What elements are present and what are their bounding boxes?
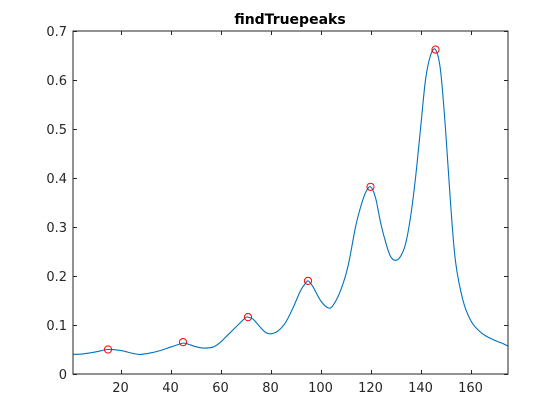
y-tick-label: 0.2: [46, 270, 67, 285]
peak-marker: [366, 182, 375, 191]
ticks-layer: 20 40 60 80 100 120 140 160 0 0.1 0.2 0.3 0.4 0.5 0.6 0…: [46, 25, 508, 396]
y-tick-label: 0.3: [46, 221, 67, 236]
y-tick-label: 0.4: [46, 172, 67, 187]
y-tick-label: 0.1: [46, 319, 67, 334]
axes-box: [72, 30, 509, 375]
x-tick-label: 20: [112, 381, 129, 396]
x-tick-label: 100: [308, 381, 333, 396]
x-tick-label: 40: [162, 381, 179, 396]
peak-marker: [243, 313, 253, 322]
plot-area: [73, 31, 508, 374]
peak-marker: [178, 338, 188, 347]
x-tick-label: 160: [458, 381, 483, 396]
x-tick-label: 120: [358, 381, 383, 396]
x-tick-label: 80: [262, 381, 279, 396]
peak-marker: [103, 345, 113, 354]
peak-markers: [103, 45, 440, 354]
x-tick-label: 60: [212, 381, 229, 396]
peak-marker: [431, 45, 440, 54]
y-tick-label: 0.5: [46, 123, 67, 138]
series-layer: [72, 48, 509, 355]
signal-line: [72, 48, 509, 355]
x-tick-label: 140: [408, 381, 433, 396]
y-tick-label: 0: [59, 368, 67, 383]
chart-title: findTruepeaks: [234, 12, 345, 28]
y-tick-label: 0.6: [46, 74, 67, 89]
y-tick-label: 0.7: [46, 25, 67, 40]
peak-marker: [303, 276, 313, 285]
